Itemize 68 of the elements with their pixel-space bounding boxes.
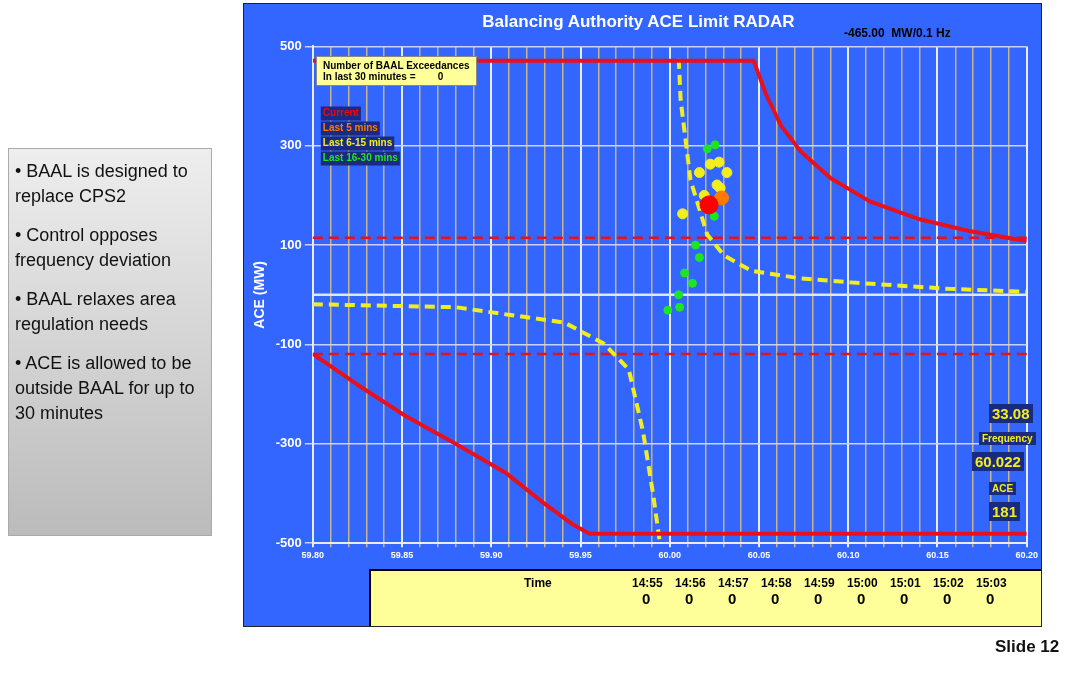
point xyxy=(690,240,700,250)
text: 0 xyxy=(685,590,694,607)
point xyxy=(710,140,720,150)
text: 14:56 xyxy=(675,576,706,590)
text: 0 xyxy=(771,590,780,607)
x-tick-label: 60.10 xyxy=(836,550,860,561)
x-tick-label: 60.05 xyxy=(747,550,771,561)
text: 0 xyxy=(900,590,909,607)
annotation: Number of BAAL Exceedances In last 30 minutes = 0 xyxy=(316,56,477,86)
x-tick-label: 60.00 xyxy=(658,550,682,561)
point xyxy=(702,144,712,154)
point xyxy=(674,290,684,300)
x-tick-label: 59.80 xyxy=(301,550,325,561)
text: 0 xyxy=(857,590,866,607)
text: 14:58 xyxy=(761,576,792,590)
point xyxy=(714,190,730,206)
point xyxy=(663,305,673,315)
point xyxy=(677,208,689,220)
x-tick-label: 60.15 xyxy=(926,550,949,561)
text: Slide 12 xyxy=(995,637,1060,657)
text: • ACE is allowed to be outside BAAL for up to 30 minutes xyxy=(15,352,196,425)
text: 14:59 xyxy=(804,576,835,590)
text: 0 xyxy=(943,590,952,607)
text: 14:57 xyxy=(718,576,749,590)
chart-title: Balancing Authority ACE Limit RADAR xyxy=(482,11,795,31)
annotation: 60.022 xyxy=(972,452,1024,471)
x-tick-label: 60.20 xyxy=(1015,550,1038,561)
x-tick-label: 59.95 xyxy=(569,550,592,561)
point xyxy=(675,302,685,312)
text: Last 6-15 mins xyxy=(322,137,393,149)
y-tick-label: -300 xyxy=(275,435,302,451)
annotation: 181 xyxy=(989,502,1021,521)
text: Last 16-30 mins xyxy=(322,152,399,164)
text: 15:02 xyxy=(933,576,964,590)
text: 0 xyxy=(642,590,651,607)
point xyxy=(699,195,719,215)
annotation: 33.08 xyxy=(989,404,1033,423)
text: Current xyxy=(322,107,360,119)
x-tick-label: 59.85 xyxy=(390,550,414,561)
text: 0 xyxy=(728,590,737,607)
y-axis-title: ACE (MW) xyxy=(251,260,268,329)
text: Time xyxy=(524,576,552,590)
text: 0 xyxy=(814,590,823,607)
point xyxy=(694,253,704,263)
y-tick-label: 100 xyxy=(280,236,302,252)
text: 14:55 xyxy=(632,576,663,590)
y-tick-label: 300 xyxy=(280,137,302,153)
point xyxy=(713,156,725,168)
annotation: ACE xyxy=(989,482,1017,495)
annotation: Frequency xyxy=(979,432,1036,445)
point xyxy=(693,167,705,179)
y-tick-label: 500 xyxy=(280,37,302,53)
text: 15:00 xyxy=(847,576,878,590)
point xyxy=(704,158,716,170)
text: Last 5 mins xyxy=(322,122,379,134)
text: • Control opposes frequency deviation xyxy=(15,224,173,272)
text: -465.00 MW/0.1 Hz xyxy=(844,26,951,40)
point xyxy=(680,268,690,278)
text: 0 xyxy=(986,590,995,607)
point xyxy=(721,167,733,179)
x-tick-label: 59.90 xyxy=(480,550,503,561)
text: • BAAL is designed to replace CPS2 xyxy=(15,160,189,208)
text: 15:03 xyxy=(976,576,1007,590)
text: 15:01 xyxy=(890,576,921,590)
y-tick-label: -100 xyxy=(275,336,302,352)
text: • BAAL relaxes area regulation needs xyxy=(15,288,177,336)
y-tick-label: -500 xyxy=(275,534,302,550)
point xyxy=(687,278,697,288)
